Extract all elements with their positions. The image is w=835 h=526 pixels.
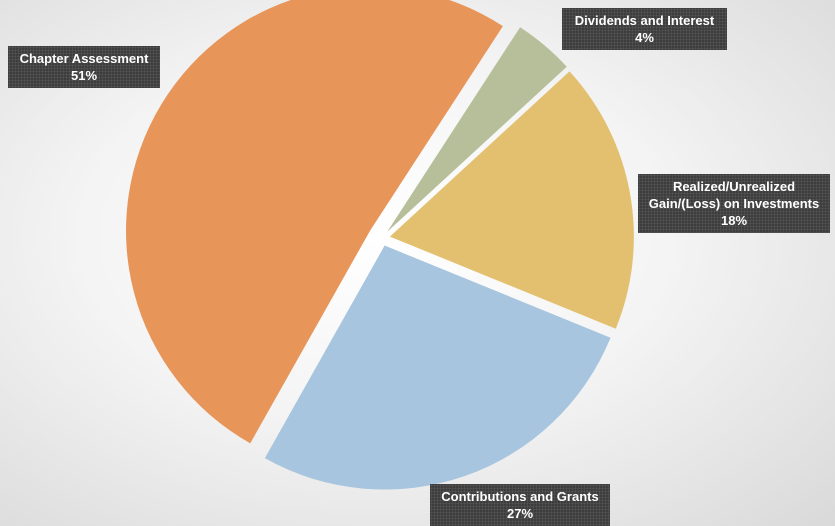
label-value: 51% [70,68,98,83]
pie-slice [126,0,503,444]
label-name: Dividends and Interest [574,13,715,28]
data-label: Realized/Unrealized Gain/(Loss) on Inves… [638,174,830,233]
label-name: Realized/Unrealized Gain/(Loss) on Inves… [648,179,820,211]
label-value: 4% [635,30,654,45]
label-value: 27% [506,506,534,521]
data-label: Contributions and Grants 27% [430,484,610,526]
pie-slice [387,27,567,232]
label-name: Chapter Assessment [19,51,149,66]
pie-slice [264,245,611,490]
label-name: Contributions and Grants [441,489,599,504]
data-label: Chapter Assessment 51% [8,46,160,88]
label-value: 18% [720,213,748,228]
data-label: Dividends and Interest 4% [562,8,727,50]
pie-slice [389,71,634,329]
